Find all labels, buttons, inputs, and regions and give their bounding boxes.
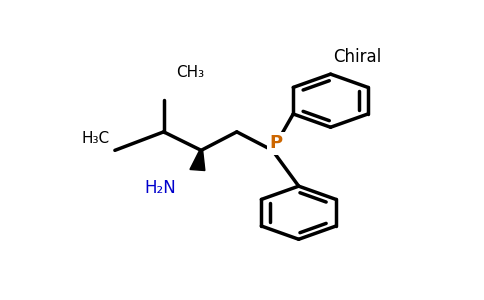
Polygon shape xyxy=(190,150,205,170)
Text: P: P xyxy=(270,134,283,152)
Text: Chiral: Chiral xyxy=(333,48,381,66)
Text: H₃C: H₃C xyxy=(81,131,109,146)
Text: H₂N: H₂N xyxy=(144,179,176,197)
Text: CH₃: CH₃ xyxy=(176,65,204,80)
